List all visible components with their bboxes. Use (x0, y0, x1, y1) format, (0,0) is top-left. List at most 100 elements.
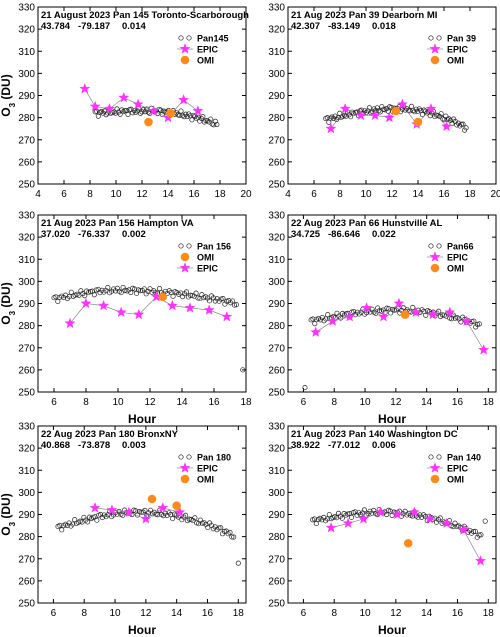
epic-point (64, 317, 76, 329)
pandora-point (168, 512, 174, 518)
epic-line (331, 511, 481, 562)
pandora-point (325, 312, 331, 318)
y-tick-label: 250 (268, 388, 285, 399)
x-tick-label: 8 (331, 608, 337, 619)
pandora-point (133, 109, 139, 115)
pandora-point (180, 112, 186, 118)
legend-pandora-marker (428, 243, 434, 249)
epic-point (221, 311, 233, 322)
pandora-point (137, 110, 143, 116)
y-axis-label: O3 (DU) (0, 493, 17, 535)
x-tick-label: 14 (176, 397, 188, 408)
x-tick-label: 8 (87, 189, 93, 200)
y-axis-label: O3 (DU) (0, 282, 17, 324)
legend-pandora-marker (428, 454, 434, 460)
panel-longitude: -76.337 (78, 229, 110, 240)
x-tick-label: 12 (136, 189, 148, 200)
y-tick-label: 330 (18, 422, 35, 433)
pandora-point (374, 105, 380, 111)
x-tick-label: 16 (452, 608, 464, 619)
x-tick-label: 14 (162, 189, 174, 200)
epic-point (344, 311, 356, 322)
plot-data (302, 297, 490, 391)
y-tick-label: 310 (268, 47, 285, 58)
pandora-point (376, 108, 382, 114)
panel-title: 21 August 2023 Pan 145 Toronto-Scarborou… (41, 10, 249, 21)
legend-label: OMI (197, 253, 214, 263)
pandora-point (458, 319, 464, 325)
y-tick-label: 330 (18, 3, 35, 14)
pandora-point (94, 517, 100, 523)
legend-omi-marker (430, 55, 440, 65)
epic-point (98, 299, 110, 311)
pandora-point (183, 512, 189, 518)
x-tick-label: 12 (390, 608, 402, 619)
x-tick-label: 6 (61, 189, 67, 200)
legend-label: Pan145 (197, 34, 229, 44)
pandora-point (145, 109, 151, 115)
panel-value: 0.002 (122, 229, 146, 240)
y-tick-label: 310 (268, 255, 285, 266)
epic-point (383, 111, 395, 123)
legend-label: OMI (447, 475, 464, 485)
panel-value: 0.014 (122, 21, 146, 32)
epic-point (106, 504, 118, 515)
legend-pandora-marker (186, 454, 192, 460)
y-tick-label: 250 (18, 599, 35, 610)
y-tick-label: 290 (268, 299, 285, 310)
pandora-point (482, 518, 488, 524)
pandora-point (184, 113, 190, 120)
pandora-point (198, 115, 204, 121)
epic-point (358, 513, 369, 524)
pandora-point (183, 289, 190, 295)
legend-label: Pan 39 (447, 34, 476, 44)
y-tick-label: 260 (268, 157, 285, 168)
y-tick-label: 290 (18, 91, 35, 102)
y-tick-label: 270 (268, 554, 285, 565)
y-tick-label: 270 (268, 343, 285, 354)
pandora-point (178, 108, 184, 114)
pandora-point (55, 298, 61, 304)
x-tick-label: 4 (35, 189, 41, 200)
pandora-point (229, 534, 235, 540)
pandora-point (407, 108, 413, 114)
x-axis-label: Hour (128, 412, 156, 426)
x-tick-label: 8 (83, 397, 89, 408)
pandora-point (218, 525, 224, 531)
x-tick-label: 10 (359, 608, 371, 619)
x-tick-label: 6 (51, 397, 57, 408)
y-tick-label: 250 (18, 388, 35, 399)
pandora-point (476, 321, 482, 327)
epic-point (441, 517, 453, 529)
y-tick-label: 260 (268, 576, 285, 587)
y-tick-label: 300 (268, 277, 285, 288)
pandora-point (216, 525, 222, 531)
panel-latitude: 42.307 (291, 21, 320, 32)
legend-omi-marker (430, 474, 440, 484)
pandora-point (119, 107, 125, 113)
pandora-point (157, 286, 163, 292)
y-tick-label: 280 (268, 532, 285, 543)
x-tick-label: 18 (483, 397, 495, 408)
pandora-point (339, 515, 345, 521)
pandora-point (68, 289, 74, 295)
epic-point (192, 105, 204, 116)
pandora-point (87, 288, 94, 295)
legend-pandora-marker (428, 35, 434, 41)
pandora-point (128, 289, 134, 296)
legend-label: EPIC (197, 464, 219, 474)
pandora-point (70, 521, 76, 527)
epic-point (178, 94, 190, 105)
y-tick-label: 300 (18, 277, 35, 288)
chart-panel: 250 260 270 280 290 300 310 320 330 4 6 8 10 12 14 16 18… (0, 3, 252, 201)
legend-epic-marker (179, 43, 191, 54)
y-tick-label: 310 (18, 47, 35, 58)
epic-point (118, 91, 130, 103)
pandora-point (368, 110, 374, 116)
pandora-point (170, 293, 176, 299)
epic-point (444, 306, 456, 318)
pandora-point (221, 528, 227, 534)
chart-panel: 250 260 270 280 290 300 310 320 330 6 8 10 12 14 16 18 H… (0, 211, 252, 427)
y-tick-label: 300 (18, 488, 35, 499)
panel-title: 22 Aug 2023 Pan 66 Hunstville AL (291, 218, 443, 229)
